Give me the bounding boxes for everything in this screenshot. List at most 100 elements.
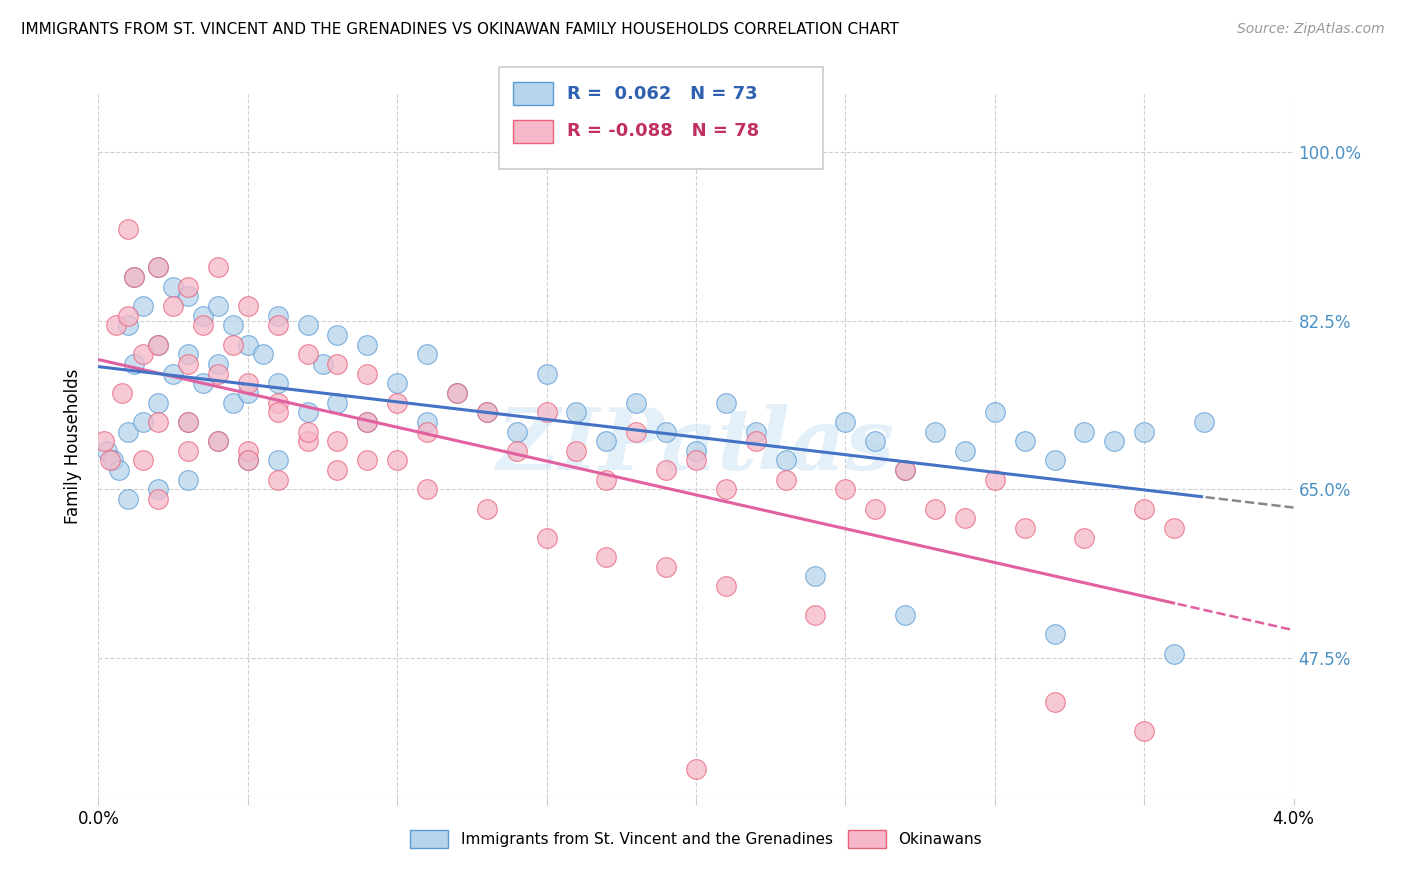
Point	[536, 367, 558, 381]
Point	[804, 569, 827, 583]
Point	[111, 385, 134, 400]
Point	[385, 376, 409, 391]
Point	[148, 260, 170, 275]
Point	[222, 337, 245, 351]
Point	[1043, 453, 1066, 467]
Point	[207, 434, 229, 449]
Point	[236, 453, 259, 467]
Point	[416, 347, 439, 361]
Point	[1014, 521, 1036, 535]
Point	[984, 405, 1007, 419]
Point	[1043, 627, 1066, 641]
Point	[595, 434, 617, 449]
Point	[894, 463, 917, 477]
Point	[191, 376, 214, 391]
Point	[475, 405, 498, 419]
Point	[117, 492, 139, 507]
Point	[177, 415, 200, 429]
Point	[148, 337, 170, 351]
Text: R = -0.088   N = 78: R = -0.088 N = 78	[567, 122, 759, 140]
Point	[416, 415, 439, 429]
Point	[103, 453, 125, 467]
Point	[356, 415, 378, 429]
Point	[236, 299, 259, 313]
Point	[536, 405, 558, 419]
Point	[356, 453, 378, 467]
Point	[1043, 695, 1066, 709]
Point	[267, 453, 290, 467]
Point	[132, 347, 155, 361]
Point	[177, 443, 200, 458]
Point	[98, 453, 122, 467]
Point	[297, 434, 319, 449]
Point	[267, 405, 290, 419]
Point	[865, 434, 887, 449]
Point	[953, 443, 976, 458]
Point	[1163, 647, 1185, 661]
Point	[1014, 434, 1036, 449]
Point	[924, 425, 946, 439]
Point	[236, 337, 259, 351]
Point	[148, 483, 170, 497]
Point	[267, 376, 290, 391]
Point	[385, 453, 409, 467]
Point	[117, 425, 139, 439]
Point	[207, 367, 229, 381]
Point	[416, 425, 439, 439]
Point	[626, 425, 648, 439]
Point	[207, 434, 229, 449]
Point	[177, 289, 200, 303]
Point	[124, 270, 146, 285]
Point	[626, 395, 648, 409]
Point	[267, 395, 290, 409]
Legend: Immigrants from St. Vincent and the Grenadines, Okinawans: Immigrants from St. Vincent and the Gren…	[404, 824, 988, 855]
Point	[222, 318, 245, 333]
Point	[267, 318, 290, 333]
Point	[655, 463, 678, 477]
Text: IMMIGRANTS FROM ST. VINCENT AND THE GRENADINES VS OKINAWAN FAMILY HOUSEHOLDS COR: IMMIGRANTS FROM ST. VINCENT AND THE GREN…	[21, 22, 898, 37]
Point	[1133, 723, 1156, 738]
Point	[1192, 415, 1215, 429]
Point	[326, 463, 349, 477]
Point	[207, 299, 229, 313]
Point	[236, 376, 259, 391]
Point	[162, 367, 184, 381]
Point	[207, 260, 229, 275]
Point	[1163, 521, 1185, 535]
Point	[191, 309, 214, 323]
Point	[297, 405, 319, 419]
Point	[655, 559, 678, 574]
Point	[108, 463, 131, 477]
Point	[416, 483, 439, 497]
Point	[105, 318, 128, 333]
Point	[775, 453, 797, 467]
Point	[148, 395, 170, 409]
Point	[207, 357, 229, 371]
Point	[252, 347, 274, 361]
Point	[685, 763, 707, 777]
Point	[132, 453, 155, 467]
Point	[177, 473, 200, 487]
Point	[132, 299, 155, 313]
Y-axis label: Family Households: Family Households	[65, 368, 83, 524]
Point	[506, 425, 529, 439]
Point	[714, 579, 737, 593]
Point	[894, 607, 917, 622]
Point	[162, 299, 184, 313]
Point	[267, 473, 290, 487]
Point	[117, 222, 139, 236]
Point	[1073, 425, 1095, 439]
Point	[745, 434, 768, 449]
Point	[685, 453, 707, 467]
Point	[775, 473, 797, 487]
Point	[297, 347, 319, 361]
Point	[1104, 434, 1126, 449]
Point	[446, 385, 468, 400]
Point	[924, 501, 946, 516]
Point	[148, 260, 170, 275]
Point	[93, 434, 115, 449]
Point	[894, 463, 917, 477]
Point	[326, 434, 349, 449]
Point	[177, 357, 200, 371]
Point	[745, 425, 768, 439]
